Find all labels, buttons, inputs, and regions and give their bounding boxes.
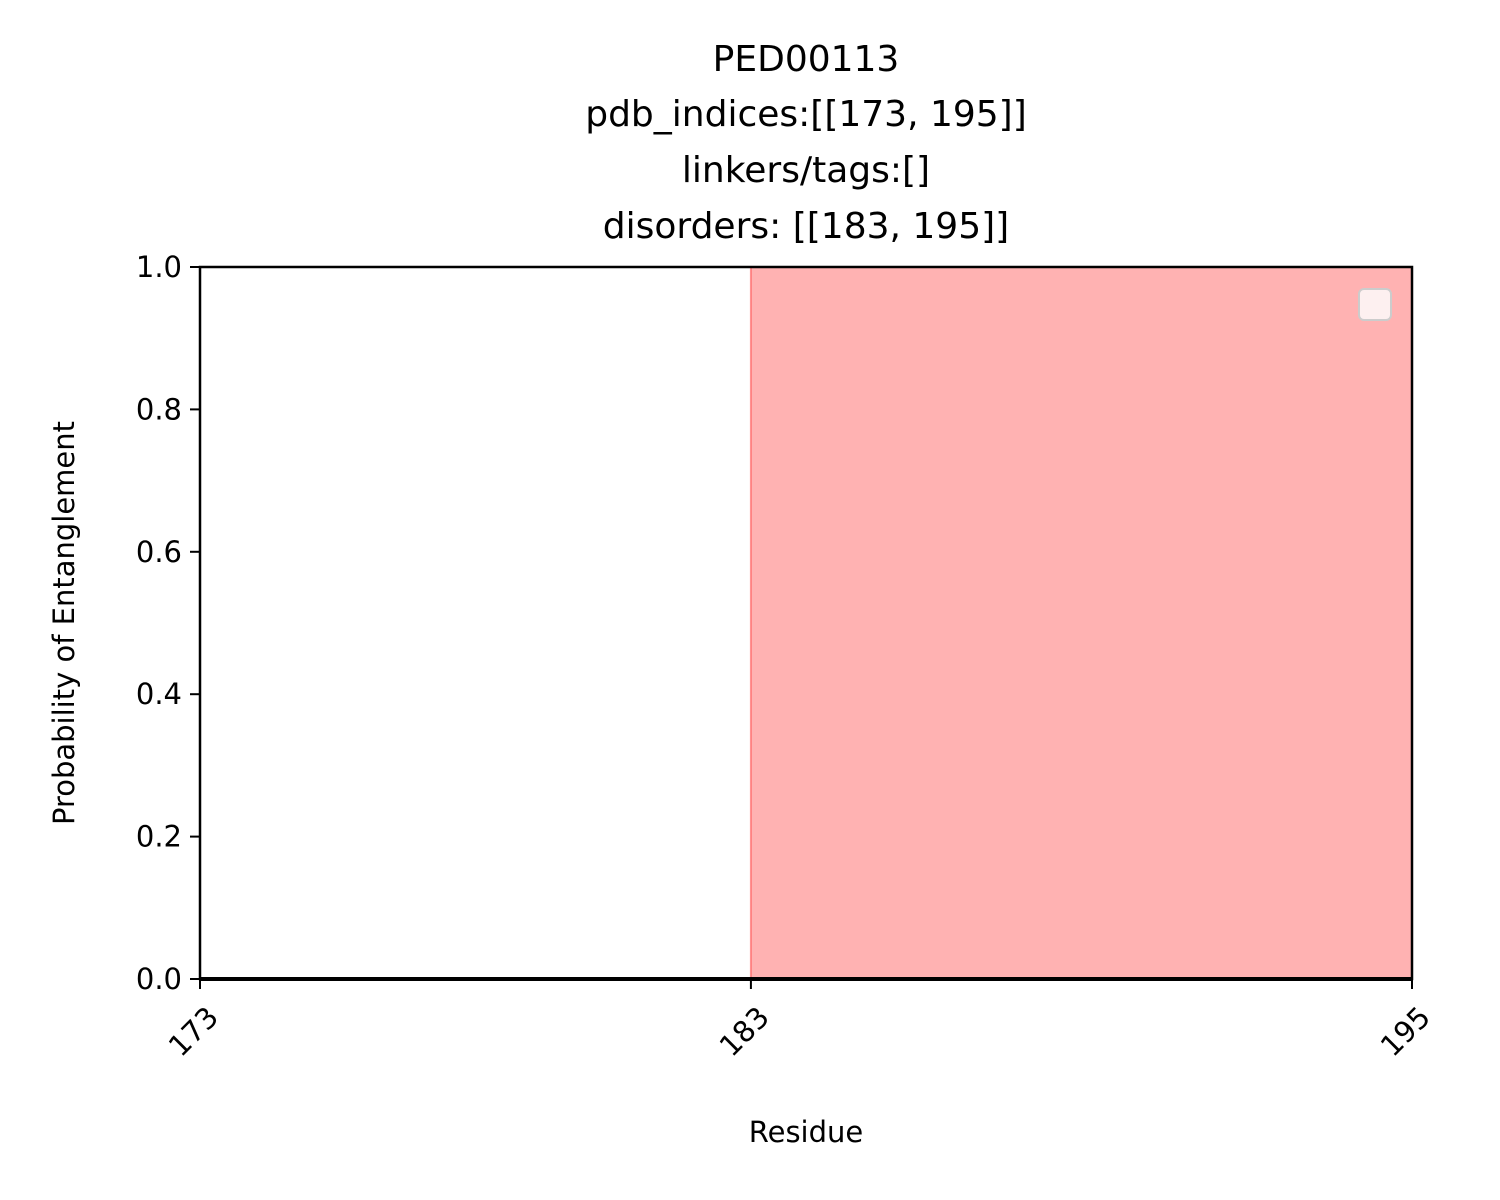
- x-tick-label: 183: [713, 1000, 776, 1063]
- y-axis-ticks: 0.0 0.2 0.4 0.6 0.8 1.0: [136, 250, 200, 996]
- x-axis-label: Residue: [749, 1115, 864, 1149]
- y-tick-label: 0.2: [136, 820, 182, 854]
- x-tick-label: 173: [162, 1000, 225, 1063]
- y-tick-label: 0.4: [136, 677, 182, 711]
- x-tick-label: 195: [1374, 1000, 1437, 1063]
- disorder-region: [750, 267, 1412, 979]
- title-line-3: linkers/tags:[]: [682, 150, 930, 191]
- y-tick-label: 1.0: [136, 250, 182, 284]
- plot-frame: [198, 265, 1414, 981]
- y-tick-label: 0.8: [136, 392, 182, 426]
- chart-title: PED00113 pdb_indices:[[173, 195]] linker…: [585, 39, 1027, 247]
- title-line-1: PED00113: [713, 39, 900, 80]
- shaded-regions: [749, 267, 1412, 979]
- y-axis-label: Probability of Entanglement: [47, 421, 81, 825]
- title-line-2: pdb_indices:[[173, 195]]: [585, 94, 1027, 135]
- y-tick-label: 0.6: [136, 535, 182, 569]
- y-tick-label: 0.0: [136, 962, 182, 996]
- x-axis-ticks: 173 183 195: [162, 979, 1437, 1063]
- title-line-4: disorders: [[183, 195]]: [603, 206, 1009, 247]
- legend-box: [1358, 288, 1392, 321]
